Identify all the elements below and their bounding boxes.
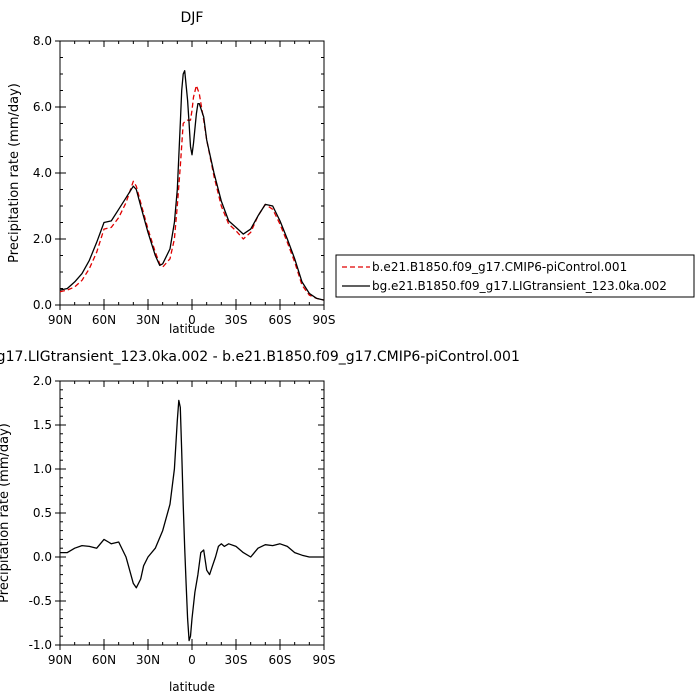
legend: b.e21.B1850.f09_g17.CMIP6-piControl.001 …: [335, 254, 695, 298]
x-tick-label: 30N: [136, 313, 160, 327]
bottom-chart-title: bg.e21.B1850.f09_g17.LIGtransient_123.0k…: [0, 349, 520, 365]
series-line-0-1: [59, 70, 325, 301]
top-y-axis-label: Precipitation rate (mm/day): [7, 83, 22, 263]
x-tick-label: 0: [188, 313, 196, 327]
y-tick-label: 6.0: [33, 100, 52, 114]
top-x-axis-label: latitude: [169, 322, 215, 336]
x-tick-label: 90N: [48, 653, 72, 667]
x-tick-label: 60S: [269, 653, 292, 667]
top-series-layer: [59, 70, 325, 301]
legend-box: [335, 254, 695, 298]
x-tick-label: 0: [188, 653, 196, 667]
legend-label-ligtransient: bg.e21.B1850.f09_g17.LIGtransient_123.0k…: [372, 279, 667, 293]
y-tick-label: -1.0: [29, 638, 52, 652]
x-tick-label: 90S: [313, 313, 336, 327]
x-tick-label: 60N: [92, 313, 116, 327]
y-tick-label: -0.5: [29, 594, 52, 608]
x-tick-label: 90S: [313, 653, 336, 667]
x-tick-label: 60S: [269, 313, 292, 327]
top-axis-layer: 0.0 2.0 4.0 6.0 8.0 90N 60N 30N 0 30S 60S 90S: [33, 34, 336, 327]
bottom-y-axis-label: Precipitation rate (mm/day): [0, 423, 12, 603]
bottom-series-layer: [60, 399, 324, 642]
y-tick-label: 4.0: [33, 166, 52, 180]
y-tick-label: 0.5: [33, 506, 52, 520]
x-tick-label: 30N: [136, 653, 160, 667]
bottom-chart: bg.e21.B1850.f09_g17.LIGtransient_123.0k…: [0, 349, 520, 694]
x-tick-label: 90N: [48, 313, 72, 327]
x-tick-label: 60N: [92, 653, 116, 667]
legend-label-picontrol: b.e21.B1850.f09_g17.CMIP6-piControl.001: [372, 260, 627, 274]
y-tick-label: 0.0: [33, 550, 52, 564]
y-tick-label: 1.0: [33, 462, 52, 476]
series-line-1-0: [60, 399, 324, 642]
top-plot-frame: [59, 40, 325, 306]
bottom-plot-frame: [59, 380, 325, 646]
y-tick-label: 1.5: [33, 418, 52, 432]
y-tick-label: 0.0: [33, 298, 52, 312]
y-tick-label: 2.0: [33, 232, 52, 246]
y-tick-label: 8.0: [33, 34, 52, 48]
x-tick-label: 30S: [225, 653, 248, 667]
series-line-0-0: [59, 84, 325, 301]
top-chart: DJF 0.0 2.0 4.0 6.0 8.0 90N 60N 30N 0 30S 60S 90S l…: [7, 10, 335, 336]
bottom-x-axis-label: latitude: [169, 680, 215, 694]
top-chart-title: DJF: [181, 10, 204, 26]
bottom-axis-layer: -1.0 -0.5 0.0 0.5 1.0 1.5 2.0 90N 60N 30N 0 30S 60S 9…: [29, 374, 336, 667]
y-tick-label: 2.0: [33, 374, 52, 388]
x-tick-label: 30S: [225, 313, 248, 327]
